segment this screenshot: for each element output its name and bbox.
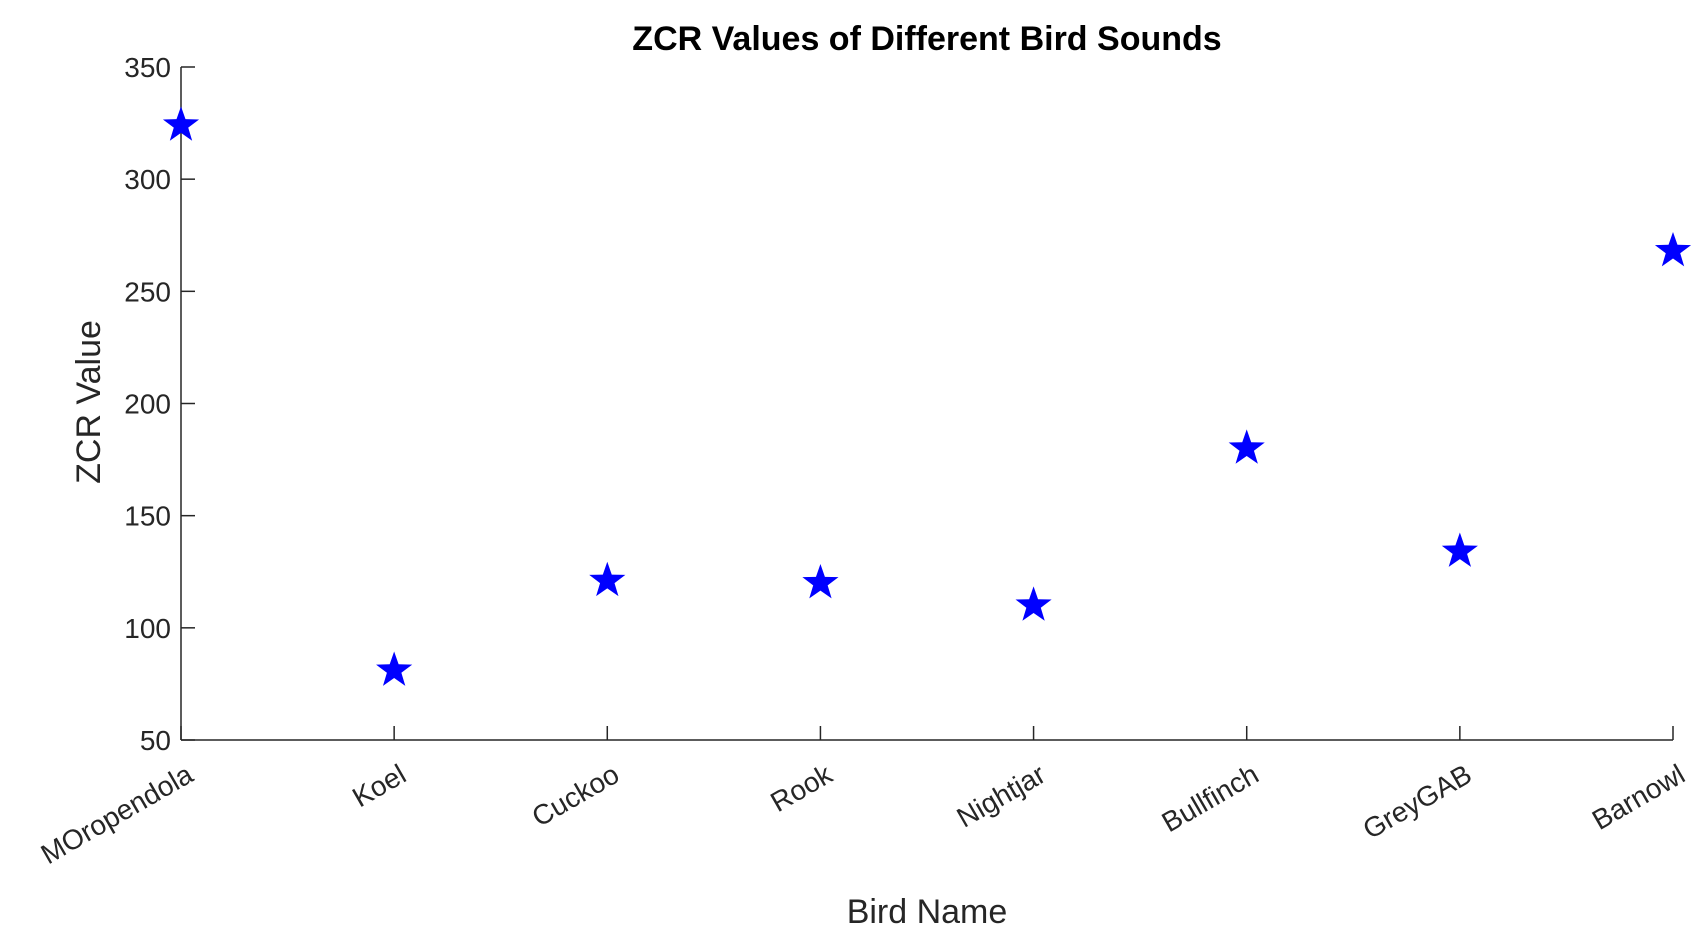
y-tick-label: 150 [124,501,171,532]
x-axis-label: Bird Name [847,893,1008,931]
y-tick-label: 250 [124,276,171,307]
x-tick-label: Cuckoo [527,758,625,832]
y-tick-label: 100 [124,613,171,644]
chart-title: ZCR Values of Different Bird Sounds [632,20,1221,58]
x-tick-label: GreyGAB [1358,758,1477,845]
y-axis-ticks: 50 100 150 200 250 300 350 [124,52,195,756]
x-tick-label: MOropendola [36,758,199,870]
x-tick-label: Nightjar [952,758,1051,833]
axes [180,67,1673,741]
data-point [1441,532,1478,567]
data-point [1228,429,1265,464]
x-tick-label: Koel [347,758,411,813]
data-point [162,106,200,141]
x-tick-label: Barnowl [1587,758,1690,835]
x-tick-label: Rook [765,758,838,818]
x-tick-label: Bullfinch [1157,758,1264,838]
data-point [802,563,839,599]
y-axis-label: ZCR Value [70,320,108,484]
y-tick-label: 50 [140,725,171,756]
data-point [376,651,413,686]
data-points [162,106,1692,686]
y-tick-label: 200 [124,389,171,420]
data-point [589,561,626,597]
data-point [1654,231,1692,267]
data-point [1015,586,1052,621]
y-tick-label: 350 [124,52,171,83]
y-tick-label: 300 [124,164,171,195]
x-axis-ticks: MOropendola Koel Cuckoo Rook Nightjar Bullfin… [36,726,1690,870]
